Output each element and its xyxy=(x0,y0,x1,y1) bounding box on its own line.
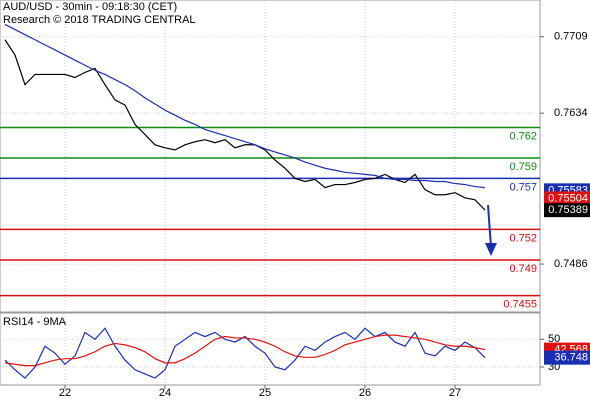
chart-subtitle: Research © 2018 TRADING CENTRAL xyxy=(3,14,196,26)
x-tick-label: 24 xyxy=(159,387,171,399)
price-marker xyxy=(544,203,590,218)
level-label: 0.757 xyxy=(509,181,537,193)
price-marker-label: 0.75389 xyxy=(548,204,588,216)
rsi-panel xyxy=(0,312,541,386)
price-marker xyxy=(544,350,590,365)
x-tick-label: 27 xyxy=(449,387,461,399)
price-marker-label: 36.748 xyxy=(554,352,588,364)
chart-title: AUD/USD - 30min - 09:18:30 (CET) xyxy=(3,1,177,13)
series-line xyxy=(4,23,486,189)
y-tick-label: 0.7486 xyxy=(554,258,588,270)
price-marker-label: 0.75504 xyxy=(548,192,588,204)
rsi-title: RSI14 - 9MA xyxy=(3,316,67,328)
x-tick-label: 22 xyxy=(59,387,71,399)
level-label: 0.749 xyxy=(509,263,537,275)
y-tick-label: 0.7634 xyxy=(554,107,588,119)
series-line xyxy=(4,327,486,379)
level-label: 0.759 xyxy=(509,161,537,173)
series-line xyxy=(4,39,486,211)
forecast-arrowhead xyxy=(485,243,497,256)
y-tick-label: 50 xyxy=(548,333,560,345)
y-tick-label: 0.7709 xyxy=(554,31,588,43)
forecast-arrow xyxy=(487,204,492,248)
x-tick-label: 26 xyxy=(359,387,371,399)
level-label: 0.7455 xyxy=(503,299,537,311)
x-tick-label: 25 xyxy=(259,387,271,399)
level-label: 0.762 xyxy=(509,130,537,142)
series-line xyxy=(4,334,486,367)
level-label: 0.752 xyxy=(509,232,537,244)
price-marker xyxy=(544,191,590,206)
main-panel xyxy=(0,0,541,313)
